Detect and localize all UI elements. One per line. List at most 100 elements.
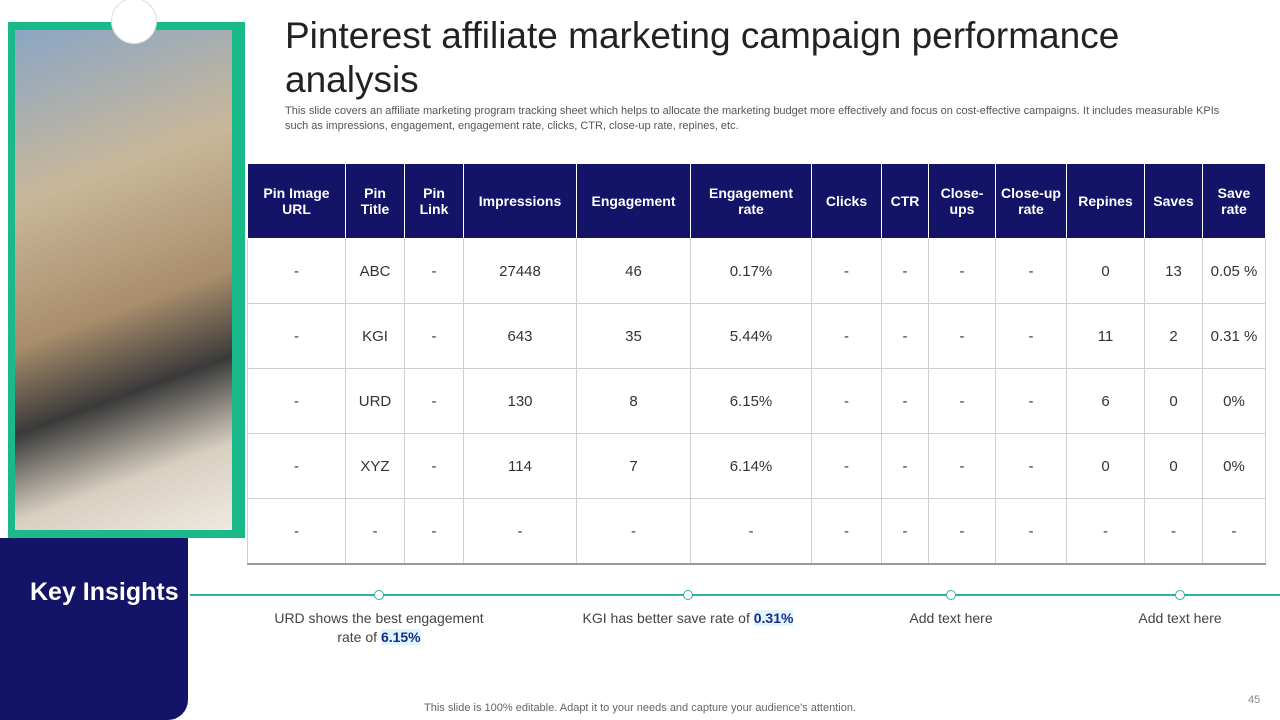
column-header: CTR xyxy=(881,163,929,239)
subtitle: This slide covers an affiliate marketing… xyxy=(285,105,1220,132)
column-header: Engagement xyxy=(576,163,691,239)
timeline xyxy=(190,594,1280,596)
table-cell: XYZ xyxy=(345,433,405,499)
table-cell: - xyxy=(811,433,882,499)
insight-text: Add text here xyxy=(909,610,993,626)
table-cell: - xyxy=(247,303,346,369)
decor-circle xyxy=(111,0,157,44)
table-cell: 6 xyxy=(1066,368,1145,434)
insight-highlight: 6.15% xyxy=(380,629,421,645)
table-cell: - xyxy=(881,303,929,369)
footer-note: This slide is 100% editable. Adapt it to… xyxy=(424,702,856,714)
column-header: Impressions xyxy=(463,163,577,239)
insight-text: URD shows the best engagement rate of xyxy=(274,610,484,645)
timeline-dot xyxy=(1175,590,1185,600)
table-cell: - xyxy=(1144,498,1203,565)
table-cell: 5.44% xyxy=(690,303,812,369)
table-cell: - xyxy=(928,368,996,434)
table-cell: - xyxy=(345,498,405,565)
table-cell: 114 xyxy=(463,433,577,499)
table-cell: KGI xyxy=(345,303,405,369)
insight-text: KGI has better save rate of xyxy=(582,610,750,626)
table-cell: - xyxy=(881,238,929,304)
table-cell: - xyxy=(247,238,346,304)
table-cell: - xyxy=(881,433,929,499)
table-cell: - xyxy=(811,368,882,434)
table-cell: 27448 xyxy=(463,238,577,304)
photo xyxy=(15,30,232,530)
table-cell: ABC xyxy=(345,238,405,304)
table-cell: 0 xyxy=(1144,368,1203,434)
table-cell: 0 xyxy=(1066,238,1145,304)
table-cell: - xyxy=(928,498,996,565)
table-cell: - xyxy=(995,368,1067,434)
column-header: Pin Link xyxy=(404,163,464,239)
table-row: ------------- xyxy=(247,498,1266,565)
table-cell: 0% xyxy=(1202,368,1266,434)
table-cell: 13 xyxy=(1144,238,1203,304)
table-cell: 130 xyxy=(463,368,577,434)
insights-panel xyxy=(0,538,188,720)
insight: KGI has better save rate of 0.31% xyxy=(578,609,798,628)
timeline-dot xyxy=(374,590,384,600)
page-number: 45 xyxy=(1248,694,1261,706)
column-header: Saves xyxy=(1144,163,1203,239)
table-cell: 0% xyxy=(1202,433,1266,499)
column-header: Close-up rate xyxy=(995,163,1067,239)
timeline-dot xyxy=(946,590,956,600)
table-cell: - xyxy=(811,238,882,304)
table-cell: - xyxy=(928,433,996,499)
table-cell: 6.15% xyxy=(690,368,812,434)
column-header: Repines xyxy=(1066,163,1145,239)
table-cell: 8 xyxy=(576,368,691,434)
insight: Add text here xyxy=(841,609,1061,628)
column-header: Engagement rate xyxy=(690,163,812,239)
table-cell: - xyxy=(576,498,691,565)
insight-text: Add text here xyxy=(1138,610,1222,626)
table-cell: - xyxy=(404,433,464,499)
table-cell: - xyxy=(928,303,996,369)
table-cell: - xyxy=(928,238,996,304)
table-cell: - xyxy=(690,498,812,565)
table-cell: - xyxy=(995,433,1067,499)
title: Pinterest affiliate marketing campaign p… xyxy=(285,15,1120,100)
table-cell: - xyxy=(995,238,1067,304)
table-cell: - xyxy=(881,368,929,434)
table-row: - URD -130 8 6.15% - - - -6 0 0% xyxy=(247,368,1266,434)
table-row: - XYZ -114 7 6.14% - - - -0 0 0% xyxy=(247,433,1266,499)
table-cell: - xyxy=(404,498,464,565)
table-cell: - xyxy=(404,238,464,304)
table-cell: 0 xyxy=(1144,433,1203,499)
table-cell: 643 xyxy=(463,303,577,369)
table-cell: - xyxy=(247,368,346,434)
insight: Add text here xyxy=(1070,609,1280,628)
table-cell: URD xyxy=(345,368,405,434)
table-cell: - xyxy=(404,303,464,369)
table-cell: 46 xyxy=(576,238,691,304)
table-cell: - xyxy=(247,433,346,499)
table-cell: - xyxy=(881,498,929,565)
column-header: Save rate xyxy=(1202,163,1266,239)
insight: URD shows the best engagement rate of 6.… xyxy=(269,609,489,647)
insight-highlight: 0.31% xyxy=(753,610,794,626)
insights-title: Key Insights xyxy=(30,578,179,606)
table-cell: 7 xyxy=(576,433,691,499)
table-cell: - xyxy=(247,498,346,565)
column-header: Pin Title xyxy=(345,163,405,239)
table-cell: 35 xyxy=(576,303,691,369)
table-cell: 6.14% xyxy=(690,433,812,499)
table-cell: - xyxy=(995,303,1067,369)
table-cell: 0.17% xyxy=(690,238,812,304)
table-cell: 0.05 % xyxy=(1202,238,1266,304)
table-row: - KGI -643 35 5.44% - - - -11 2 0.31 % xyxy=(247,303,1266,369)
table-cell: - xyxy=(811,303,882,369)
table: Pin Image URL Pin Title Pin Link Impression… xyxy=(247,163,1266,565)
table-cell: - xyxy=(1066,498,1145,565)
table-cell: - xyxy=(811,498,882,565)
table-cell: - xyxy=(404,368,464,434)
table-cell: 0.31 % xyxy=(1202,303,1266,369)
table-row: - ABC -27448 46 0.17% - - - -0 13 0.05 % xyxy=(247,238,1266,304)
table-cell: - xyxy=(1202,498,1266,565)
table-cell: - xyxy=(463,498,577,565)
